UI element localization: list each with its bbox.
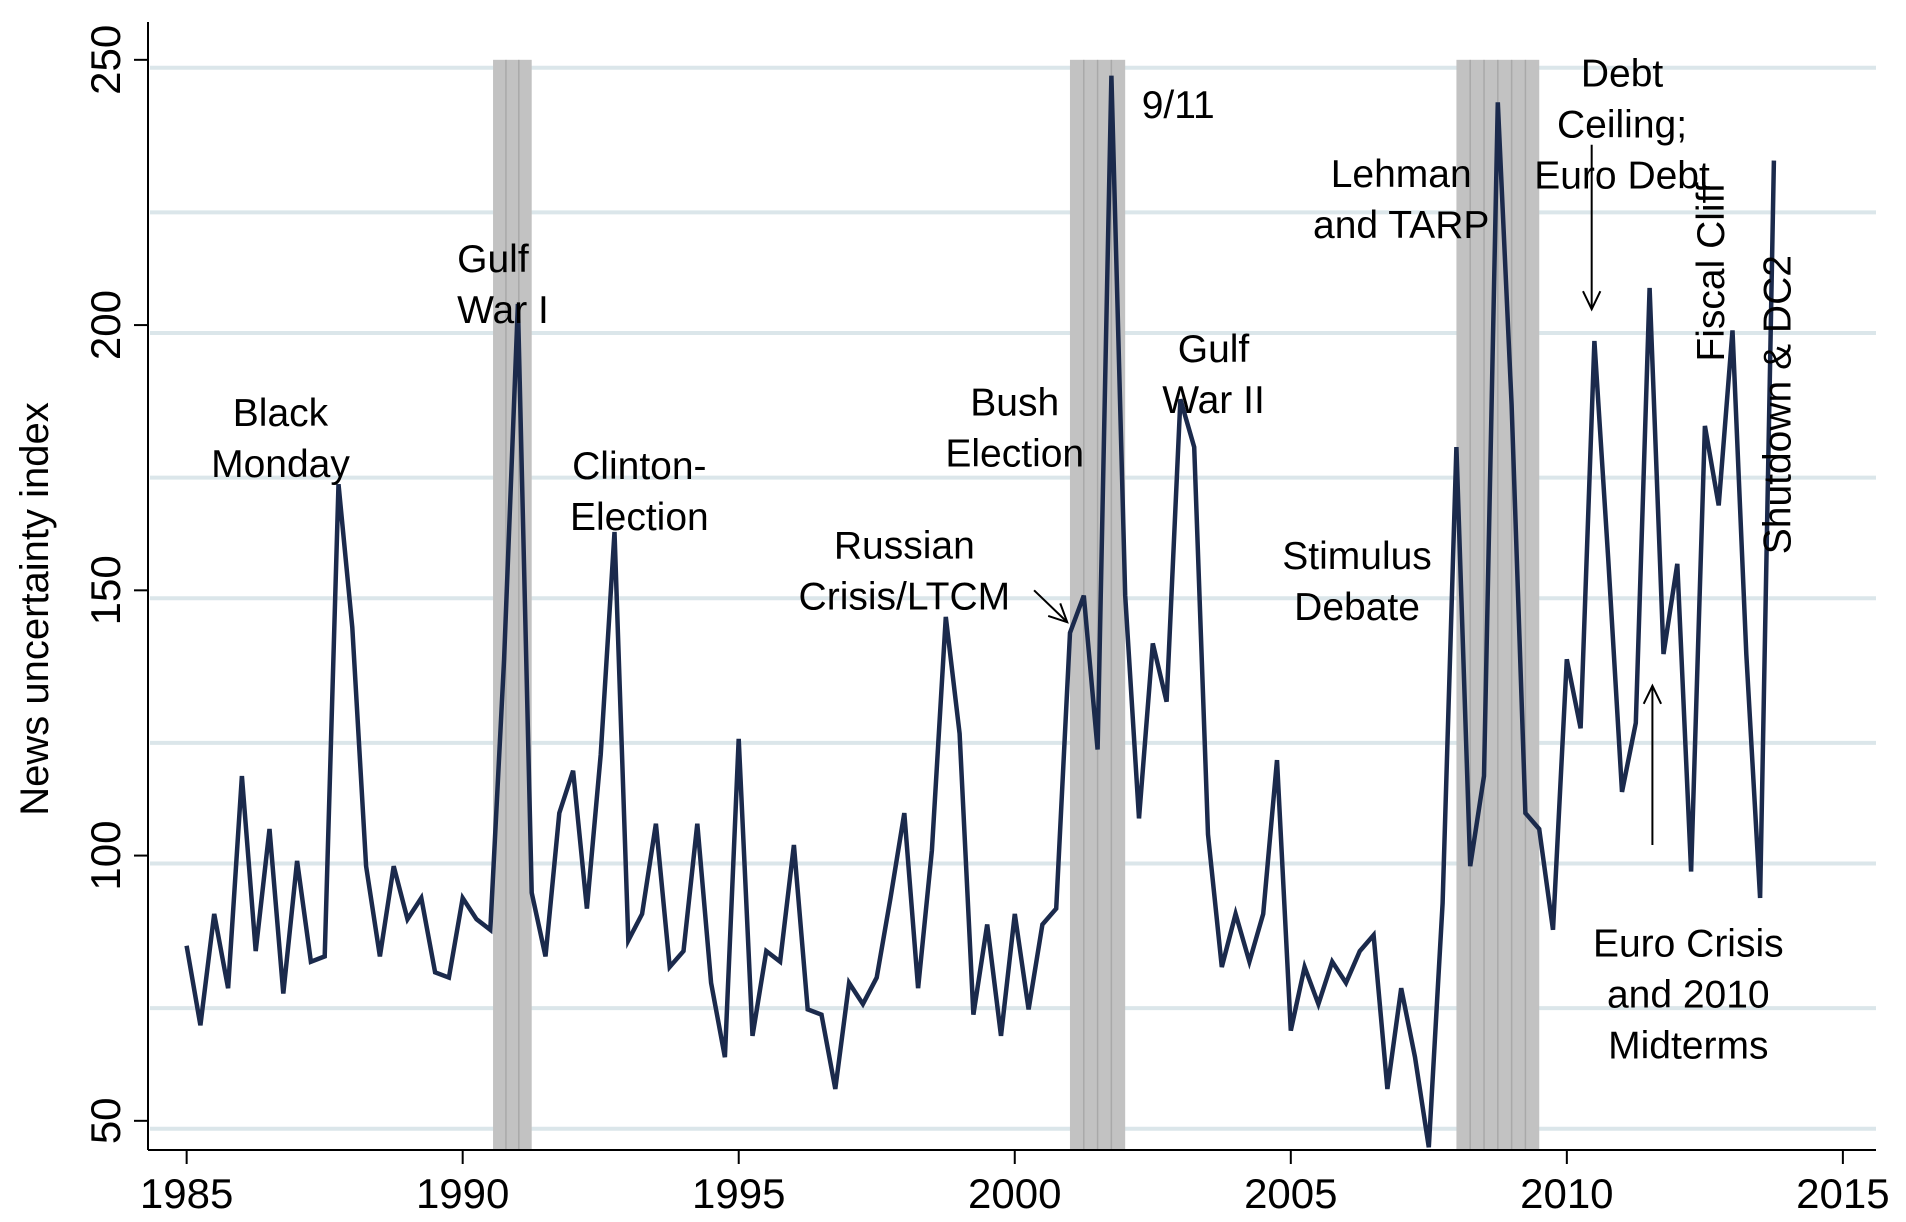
annotation-arrow-head — [1642, 683, 1663, 705]
series-layer — [184, 75, 1777, 1148]
annotations: Black Monday Gulf War I Clinton- Election Russ… — [211, 52, 1799, 1067]
annotation-line: Russian — [834, 524, 975, 567]
x-tick-label: 2005 — [1244, 1170, 1337, 1217]
vertical-annotation-label: Fiscal Cliff — [1690, 182, 1733, 361]
annotation-line: Stimulus — [1282, 535, 1432, 578]
x-tick-label: 2015 — [1796, 1170, 1889, 1217]
axes — [147, 22, 1876, 1151]
annotation-line: Election — [570, 496, 709, 539]
gridlines — [150, 65, 1876, 1131]
series-line — [184, 75, 1777, 1148]
annotation-line: Euro Crisis — [1593, 922, 1784, 965]
annotation-label: Euro Crisis and 2010 Midterms — [1593, 922, 1784, 1067]
annotation-line: Midterms — [1608, 1024, 1768, 1067]
y-tick-label: 200 — [82, 290, 129, 360]
annotation-line: Gulf — [457, 238, 529, 281]
x-tick-label: 1995 — [692, 1170, 785, 1217]
annotation-label: Clinton- Election — [570, 445, 709, 539]
annotation-line: Debate — [1294, 586, 1420, 629]
x-tick-label: 1990 — [416, 1170, 509, 1217]
annotation-line: Euro Debt — [1534, 154, 1710, 197]
annotation-line: 9/11 — [1142, 84, 1215, 127]
annotation-label: Gulf War I — [457, 238, 549, 332]
annotation-line: Debt — [1581, 52, 1664, 95]
annotation-line: Clinton- — [572, 445, 706, 488]
annotation-line: Bush — [970, 381, 1059, 424]
annotation-arrows — [1033, 144, 1663, 845]
annotation-line: Ceiling; — [1557, 103, 1687, 146]
x-tick-label: 2010 — [1520, 1170, 1613, 1217]
annotation-line: Black — [233, 392, 329, 435]
annotation-label: Gulf War II — [1162, 328, 1265, 422]
annotation-label: Bush Election — [945, 381, 1084, 475]
y-tick-label: 50 — [82, 1097, 129, 1144]
x-tick-label: 1985 — [140, 1170, 233, 1217]
y-tick-label: 150 — [82, 555, 129, 625]
x-tick-label: 2000 — [968, 1170, 1061, 1217]
annotation-label: Stimulus Debate — [1282, 535, 1432, 629]
x-axis-ticks: 1985 1990 1995 2000 2005 2010 2015 — [140, 1150, 1890, 1217]
vertical-annotation-label: Shutdown & DC2 — [1756, 255, 1799, 554]
annotation-line: Gulf — [1178, 328, 1250, 371]
annotation-line: Crisis/LTCM — [799, 575, 1011, 618]
y-axis-ticks: 50 100 150 200 250 — [82, 25, 148, 1144]
annotation-line: Lehman — [1331, 153, 1472, 196]
annotation-label: Lehman and TARP — [1313, 153, 1489, 247]
annotation-line: War II — [1162, 379, 1265, 422]
annotation-label: Black Monday — [211, 392, 350, 486]
annotation-arrow — [1033, 589, 1068, 623]
y-axis-label: News uncertainty index — [13, 402, 57, 816]
y-tick-label: 250 — [82, 25, 129, 95]
annotation-label: Debt Ceiling; Euro Debt — [1534, 52, 1710, 197]
annotation-line: and 2010 — [1607, 973, 1770, 1016]
annotation-line: Election — [945, 432, 1084, 475]
annotation-label: 9/11 — [1142, 84, 1215, 127]
annotation-line: Monday — [211, 443, 350, 486]
annotation-arrow-head — [1582, 290, 1602, 312]
annotation-line: War I — [457, 289, 549, 332]
annotation-label: Russian Crisis/LTCM — [799, 524, 1011, 618]
y-tick-label: 100 — [82, 821, 129, 891]
annotation-line: and TARP — [1313, 204, 1489, 247]
annotation-arrow-head — [1047, 603, 1069, 624]
